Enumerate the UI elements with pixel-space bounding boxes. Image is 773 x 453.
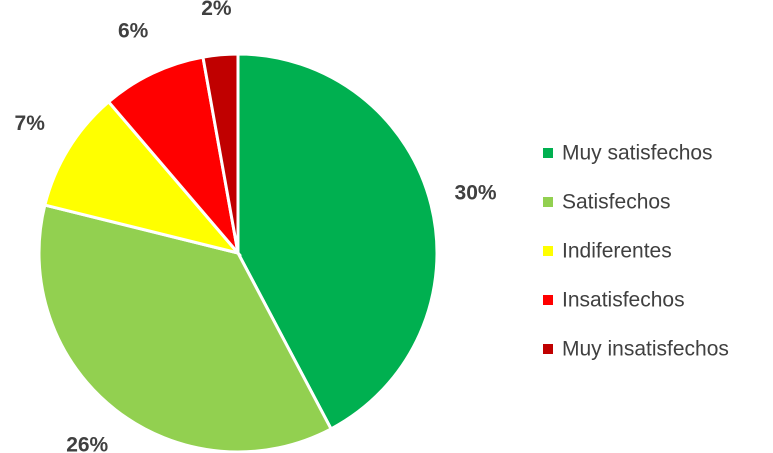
legend-swatch bbox=[543, 246, 553, 256]
legend-swatch bbox=[543, 295, 553, 305]
data-label: 30% bbox=[455, 182, 497, 205]
pie-slice bbox=[106, 55, 241, 259]
legend-swatch bbox=[543, 148, 553, 158]
data-label: 6% bbox=[118, 19, 149, 42]
pie-slice bbox=[37, 203, 334, 453]
pie-slice bbox=[236, 52, 439, 431]
legend-label: Indiferentes bbox=[562, 240, 672, 263]
legend-label: Insatisfechos bbox=[562, 289, 685, 312]
legend-label: Muy insatisfechos bbox=[562, 338, 729, 361]
data-label: 2% bbox=[201, 0, 232, 20]
legend-label: Satisfechos bbox=[562, 191, 671, 214]
legend-label: Muy satisfechos bbox=[562, 142, 713, 165]
data-label: 7% bbox=[15, 112, 46, 135]
data-label: 26% bbox=[66, 433, 108, 453]
pie-slice bbox=[43, 99, 243, 256]
legend-swatch bbox=[543, 197, 553, 207]
legend-swatch bbox=[543, 344, 553, 354]
pie-slice bbox=[201, 52, 240, 254]
